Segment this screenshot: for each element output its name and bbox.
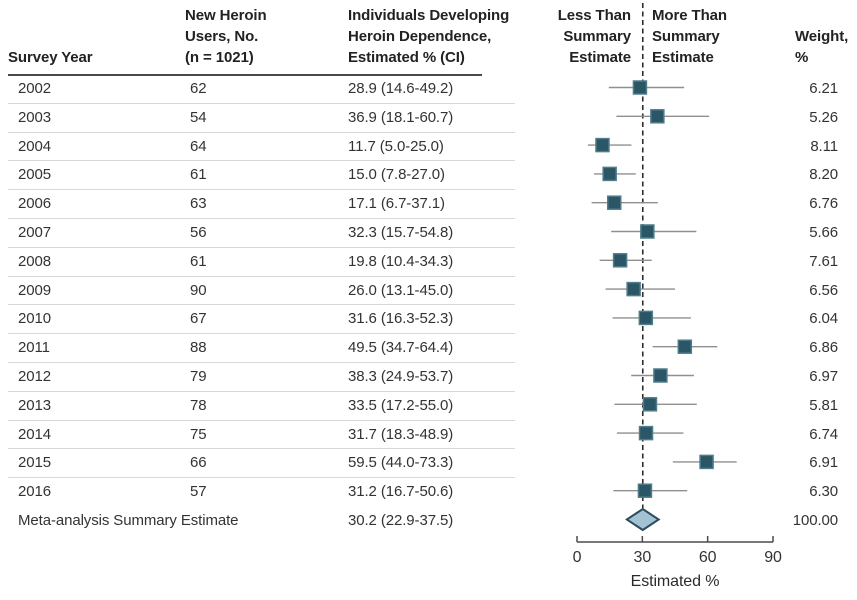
cell-survey-year: 2006	[18, 195, 51, 213]
cell-weight: 6.21	[809, 80, 838, 97]
cell-survey-year: 2013	[18, 396, 51, 414]
table-row: 2007 56 32.3 (15.7-54.8) 5.66	[0, 219, 857, 248]
cell-estimate-ci: 32.3 (15.7-54.8)	[348, 223, 454, 241]
cell-survey-year: 2002	[18, 80, 51, 97]
cell-users-count: 67	[190, 310, 207, 328]
cell-survey-year: 2015	[18, 454, 51, 472]
cell-survey-year: 2009	[18, 281, 51, 299]
cell-weight: 5.66	[809, 223, 838, 241]
table-row: 2005 61 15.0 (7.8-27.0) 8.20	[0, 161, 857, 190]
column-header-new-heroin-users: New Heroin Users, No. (n = 1021)	[185, 7, 267, 66]
table-row: 2004 64 11.7 (5.0-25.0) 8.11	[0, 133, 857, 162]
table-row: 2014 75 31.7 (18.3-48.9) 6.74	[0, 421, 857, 450]
cell-users-count: 64	[190, 137, 207, 155]
cell-estimate-ci: 19.8 (10.4-34.3)	[348, 252, 454, 270]
cell-survey-year: 2011	[18, 339, 50, 357]
cell-users-count: 78	[190, 396, 207, 414]
cell-survey-year: 2007	[18, 223, 51, 241]
table-row: 2012 79 38.3 (24.9-53.7) 6.97	[0, 363, 857, 392]
x-axis-tick-label: 90	[764, 549, 782, 566]
table-row: 2015 66 59.5 (44.0-73.3) 6.91	[0, 449, 857, 478]
cell-weight: 8.11	[810, 137, 838, 155]
summary-label: Meta-analysis Summary Estimate	[18, 511, 239, 529]
cell-estimate-ci: 49.5 (34.7-64.4)	[348, 339, 454, 357]
cell-estimate-ci: 15.0 (7.8-27.0)	[348, 166, 445, 184]
table-row: 2008 61 19.8 (10.4-34.3) 7.61	[0, 248, 857, 277]
cell-users-count: 75	[190, 425, 207, 443]
study-table-rows: 2002 62 28.9 (14.6-49.2) 6.21 2003 54 36.9 (18…	[0, 75, 857, 536]
x-axis-tick-label: 30	[634, 549, 652, 566]
table-row: 2016 57 31.2 (16.7-50.6) 6.30	[0, 478, 857, 507]
cell-weight: 6.04	[809, 310, 838, 328]
table-row: 2006 63 17.1 (6.7-37.1) 6.76	[0, 190, 857, 219]
cell-weight: 6.74	[809, 425, 838, 443]
cell-estimate-ci: 38.3 (24.9-53.7)	[348, 367, 454, 385]
cell-estimate-ci: 17.1 (6.7-37.1)	[348, 195, 445, 213]
cell-survey-year: 2004	[18, 137, 51, 155]
cell-users-count: 61	[190, 252, 207, 270]
cell-weight: 6.76	[809, 195, 838, 213]
cell-survey-year: 2005	[18, 166, 51, 184]
cell-users-count: 57	[190, 483, 207, 501]
x-axis-tick-label: 0	[573, 549, 582, 566]
cell-users-count: 66	[190, 454, 207, 472]
cell-weight: 6.97	[809, 367, 838, 385]
cell-survey-year: 2012	[18, 367, 51, 385]
x-axis-title: Estimated %	[631, 573, 720, 590]
cell-weight: 5.26	[809, 108, 838, 126]
cell-estimate-ci: 31.2 (16.7-50.6)	[348, 483, 454, 501]
table-row: 2003 54 36.9 (18.1-60.7) 5.26	[0, 104, 857, 133]
cell-survey-year: 2003	[18, 108, 51, 126]
cell-estimate-ci: 59.5 (44.0-73.3)	[348, 454, 454, 472]
table-row: 2002 62 28.9 (14.6-49.2) 6.21	[0, 75, 857, 104]
table-row: 2010 67 31.6 (16.3-52.3) 6.04	[0, 305, 857, 334]
cell-weight: 7.61	[809, 252, 838, 270]
cell-estimate-ci: 31.7 (18.3-48.9)	[348, 425, 454, 443]
cell-survey-year: 2008	[18, 252, 51, 270]
cell-estimate-ci: 30.2 (22.9-37.5)	[348, 511, 454, 529]
cell-weight: 8.20	[809, 166, 838, 184]
cell-users-count: 54	[190, 108, 207, 126]
table-row: 2013 78 33.5 (17.2-55.0) 5.81	[0, 392, 857, 421]
cell-estimate-ci: 36.9 (18.1-60.7)	[348, 108, 454, 126]
cell-weight: 6.56	[809, 281, 838, 299]
column-header-survey-year: Survey Year	[8, 49, 93, 66]
x-axis-tick-label: 60	[699, 549, 717, 566]
cell-users-count: 56	[190, 223, 207, 241]
cell-estimate-ci: 11.7 (5.0-25.0)	[348, 137, 444, 155]
cell-users-count: 61	[190, 166, 207, 184]
cell-users-count: 63	[190, 195, 207, 213]
cell-estimate-ci: 33.5 (17.2-55.0)	[348, 396, 454, 414]
cell-estimate-ci: 26.0 (13.1-45.0)	[348, 281, 454, 299]
cell-users-count: 88	[190, 339, 207, 357]
cell-weight: 6.30	[809, 483, 838, 501]
cell-weight: 6.91	[809, 454, 838, 472]
header-rule	[8, 74, 482, 76]
cell-users-count: 79	[190, 367, 207, 385]
table-row: 2009 90 26.0 (13.1-45.0) 6.56	[0, 277, 857, 306]
cell-estimate-ci: 28.9 (14.6-49.2)	[348, 80, 454, 97]
cell-weight: 100.00	[792, 511, 838, 529]
column-header-weight: Weight, %	[795, 28, 849, 66]
summary-row: Meta-analysis Summary Estimate 30.2 (22.9…	[0, 507, 857, 536]
table-row: 2011 88 49.5 (34.7-64.4) 6.86	[0, 334, 857, 363]
cell-weight: 5.81	[809, 396, 838, 414]
cell-users-count: 62	[190, 80, 207, 97]
cell-users-count: 90	[190, 281, 207, 299]
column-header-more-than-summary: More Than Summary Estimate	[652, 7, 727, 66]
column-header-less-than-summary: Less Than Summary Estimate	[557, 7, 631, 66]
cell-survey-year: 2010	[18, 310, 51, 328]
cell-survey-year: 2014	[18, 425, 51, 443]
column-header-estimate-ci: Individuals Developing Heroin Dependence…	[348, 7, 510, 66]
cell-survey-year: 2016	[18, 483, 51, 501]
cell-weight: 6.86	[809, 339, 838, 357]
cell-estimate-ci: 31.6 (16.3-52.3)	[348, 310, 454, 328]
